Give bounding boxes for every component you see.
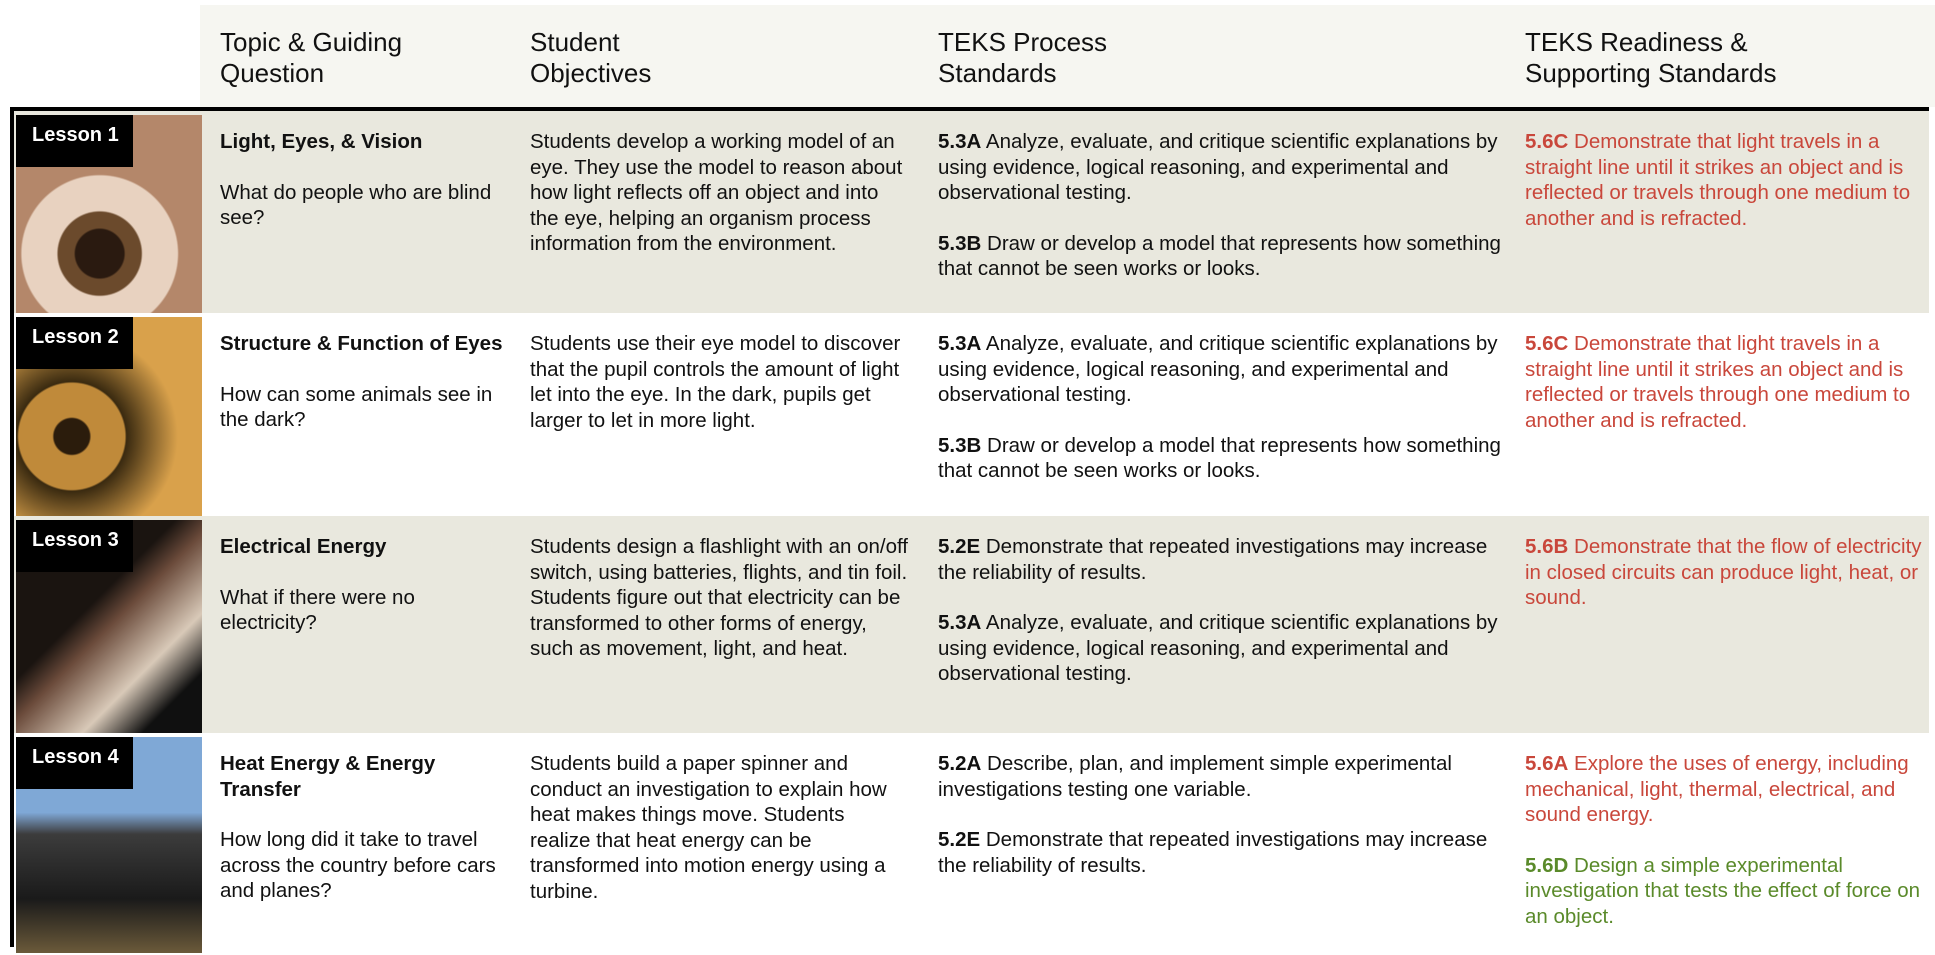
standard-text: Demonstrate that repeated investigations… — [938, 535, 1488, 584]
standard-code: 5.6B — [1525, 535, 1569, 558]
readiness-standard: 5.6B Demonstrate that the flow of electr… — [1525, 534, 1925, 611]
lesson-row: Lesson 2 Structure & Function of Eyes How … — [14, 313, 1929, 516]
objectives: Students build a paper spinner and condu… — [530, 752, 887, 903]
standard-code: 5.2E — [938, 828, 981, 852]
standard-text: Demonstrate that repeated investigations… — [938, 828, 1488, 877]
readiness-standard: 5.6D Design a simple experimental invest… — [1525, 853, 1925, 930]
readiness-cell: 5.6B Demonstrate that the flow of electr… — [1525, 534, 1925, 636]
lesson-label: Lesson 1 — [16, 115, 133, 167]
objectives-cell: Students build a paper spinner and condu… — [530, 751, 910, 930]
lesson-row: Lesson 3 Electrical Energy What if there w… — [14, 516, 1929, 733]
standard-code: 5.3B — [938, 231, 982, 255]
topic-cell: Light, Eyes, & Vision What do people who … — [220, 129, 510, 256]
standard-text: Explore the uses of energy, including me… — [1525, 752, 1909, 827]
process-standard: 5.3A Analyze, evaluate, and critique sci… — [938, 331, 1508, 408]
column-header: Student Objectives — [530, 27, 652, 88]
objectives-cell: Students use their eye model to discover… — [530, 331, 910, 458]
standard-text: Analyze, evaluate, and critique scientif… — [938, 611, 1498, 686]
readiness-standard: 5.6C Demonstrate that light travels in a… — [1525, 129, 1925, 231]
standard-text: Analyze, evaluate, and critique scientif… — [938, 130, 1498, 205]
process-standard: 5.2E Demonstrate that repeated investiga… — [938, 534, 1508, 585]
readiness-standard: 5.6C Demonstrate that light travels in a… — [1525, 331, 1925, 433]
objectives: Students develop a working model of an e… — [530, 130, 903, 256]
column-header: TEKS Readiness & Supporting Standards — [1525, 27, 1777, 88]
topic-title: Light, Eyes, & Vision — [220, 130, 423, 153]
standard-text: Draw or develop a model that represents … — [938, 433, 1501, 483]
standard-code: 5.6C — [1525, 130, 1569, 153]
standard-text: Analyze, evaluate, and critique scientif… — [938, 332, 1498, 407]
table-header: Topic & Guiding Question Student Objecti… — [200, 5, 1935, 107]
standard-text: Demonstrate that light travels in a stra… — [1525, 332, 1911, 432]
process-cell: 5.2E Demonstrate that repeated investiga… — [938, 534, 1508, 712]
topic-title: Structure & Function of Eyes — [220, 332, 503, 355]
guiding-question: What if there were no electricity? — [220, 585, 415, 635]
standard-text: Draw or develop a model that represents … — [938, 231, 1501, 281]
process-cell: 5.3A Analyze, evaluate, and critique sci… — [938, 331, 1508, 509]
guiding-question: What do people who are blind see? — [220, 180, 492, 230]
standard-code: 5.3A — [938, 611, 982, 635]
standard-code: 5.2E — [938, 535, 981, 558]
readiness-cell: 5.6A Explore the uses of energy, includi… — [1525, 751, 1925, 955]
topic-title: Electrical Energy — [220, 535, 387, 558]
topic-title: Heat Energy & Energy Transfer — [220, 752, 436, 801]
lesson-label: Lesson 4 — [16, 737, 133, 789]
process-standard: 5.3A Analyze, evaluate, and critique sci… — [938, 129, 1508, 206]
readiness-standard: 5.6A Explore the uses of energy, includi… — [1525, 751, 1925, 828]
topic-cell: Electrical Energy What if there were no e… — [220, 534, 510, 661]
guiding-question: How can some animals see in the dark? — [220, 382, 493, 432]
column-header: TEKS Process Standards — [938, 27, 1108, 88]
process-standard: 5.3B Draw or develop a model that repres… — [938, 433, 1508, 484]
lesson-row: Lesson 1 Light, Eyes, & Vision What do peo… — [14, 111, 1929, 313]
standard-code: 5.6D — [1525, 853, 1569, 877]
topic-cell: Structure & Function of Eyes How can some… — [220, 331, 510, 458]
column-header: Topic & Guiding Question — [220, 27, 403, 88]
standard-text: Describe, plan, and implement simple exp… — [938, 752, 1452, 801]
readiness-cell: 5.6C Demonstrate that light travels in a… — [1525, 129, 1925, 256]
standard-code: 5.3A — [938, 130, 982, 153]
standard-text: Design a simple experimental investigati… — [1525, 853, 1921, 928]
standard-text: Demonstrate that the flow of electricity… — [1525, 535, 1922, 610]
guiding-question: How long did it take to travel across th… — [220, 828, 496, 903]
lesson-label: Lesson 2 — [16, 317, 133, 369]
standard-code: 5.3A — [938, 332, 982, 355]
objectives: Students design a flashlight with an on/… — [530, 535, 908, 661]
lesson-row: Lesson 4 Heat Energy & Energy Transfer How… — [14, 733, 1929, 953]
lesson-table: Lesson 1 Light, Eyes, & Vision What do peo… — [10, 107, 1929, 953]
standard-code: 5.3B — [938, 433, 982, 457]
process-standard: 5.3A Analyze, evaluate, and critique sci… — [938, 610, 1508, 687]
readiness-cell: 5.6C Demonstrate that light travels in a… — [1525, 331, 1925, 458]
topic-cell: Heat Energy & Energy Transfer How long di… — [220, 751, 510, 929]
objectives-cell: Students develop a working model of an e… — [530, 129, 910, 282]
process-standard: 5.2E Demonstrate that repeated investiga… — [938, 827, 1508, 878]
standard-code: 5.2A — [938, 752, 982, 775]
standard-code: 5.6C — [1525, 332, 1569, 355]
process-cell: 5.2A Describe, plan, and implement simpl… — [938, 751, 1508, 903]
process-standard: 5.3B Draw or develop a model that repres… — [938, 231, 1508, 282]
standard-code: 5.6A — [1525, 752, 1569, 775]
objectives-cell: Students design a flashlight with an on/… — [530, 534, 910, 687]
process-standard: 5.2A Describe, plan, and implement simpl… — [938, 751, 1508, 802]
process-cell: 5.3A Analyze, evaluate, and critique sci… — [938, 129, 1508, 307]
objectives: Students use their eye model to discover… — [530, 332, 901, 432]
lesson-label: Lesson 3 — [16, 520, 133, 572]
standard-text: Demonstrate that light travels in a stra… — [1525, 130, 1911, 230]
